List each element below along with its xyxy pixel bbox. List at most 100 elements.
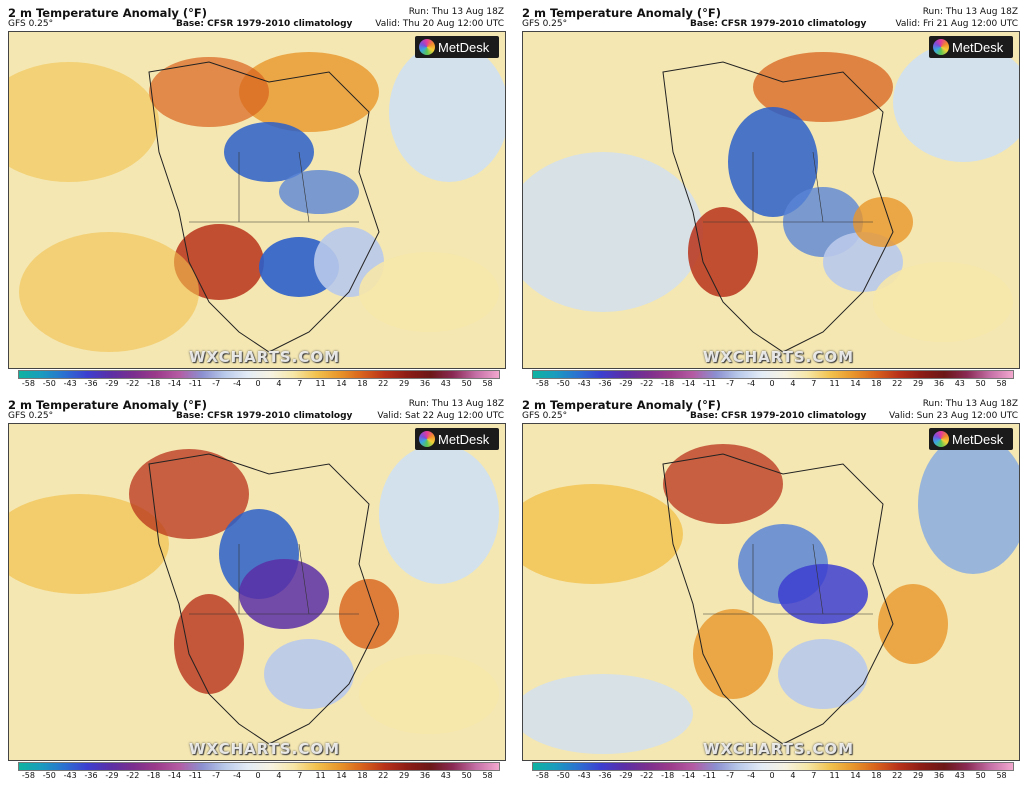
colorbar-tick-label: -18 bbox=[147, 379, 161, 388]
colorbar-tick-label: -4 bbox=[747, 379, 756, 388]
colorbar-ticks: -58 -50 -43 -36 -29 -22 -18 -14 -11 -7 -4 0 4 7 11 14 18… bbox=[532, 771, 1012, 781]
watermark: WXCHARTS.COM bbox=[189, 348, 341, 366]
colorbar-tick-label: 58 bbox=[996, 771, 1007, 780]
map-graphic bbox=[523, 424, 1019, 760]
colorbar-tick-label: -22 bbox=[126, 379, 140, 388]
run-label: Run: Thu 13 Aug 18Z bbox=[922, 399, 1018, 409]
colorbar-tick-label: 29 bbox=[398, 771, 410, 780]
colorbar-tick-label: 7 bbox=[811, 379, 817, 388]
colorbar-tick-label: -29 bbox=[619, 771, 633, 780]
watermark: WXCHARTS.COM bbox=[189, 740, 341, 758]
base-label: Base: CFSR 1979-2010 climatology bbox=[176, 411, 353, 421]
colorbar-tick-label: 18 bbox=[357, 771, 368, 780]
colorbar-tick-label: -11 bbox=[188, 379, 202, 388]
colorbar-tick-label: 18 bbox=[871, 771, 882, 780]
metdesk-logo: MetDesk bbox=[929, 36, 1013, 58]
colorbar-tick-label: 4 bbox=[276, 771, 282, 780]
valid-label: Valid: Thu 20 Aug 12:00 UTC bbox=[375, 19, 504, 29]
colorbar-tick-label: 11 bbox=[315, 771, 326, 780]
anomaly-map: MetDesk WXCHARTS.COM bbox=[8, 31, 506, 369]
colorbar-tick-label: -29 bbox=[105, 379, 119, 388]
colorbar-tick-label: -58 bbox=[21, 771, 35, 780]
model-label: GFS 0.25° bbox=[8, 411, 54, 421]
map-panel-4: 2 m Temperature Anomaly (°F) GFS 0.25° B… bbox=[518, 396, 1024, 781]
colorbar-tick-label: -4 bbox=[233, 771, 242, 780]
colorbar-tick-label: 22 bbox=[892, 379, 903, 388]
colorbar-tick-label: 11 bbox=[829, 379, 840, 388]
metdesk-logo-icon bbox=[419, 431, 435, 447]
colorbar-tick-label: 22 bbox=[378, 379, 389, 388]
colorbar-tick-label: 7 bbox=[297, 771, 303, 780]
metdesk-logo-icon bbox=[933, 431, 949, 447]
colorbar-tick-label: -11 bbox=[702, 771, 716, 780]
colorbar-tick-label: -14 bbox=[167, 379, 182, 388]
colorbar-tick-label: 43 bbox=[440, 379, 451, 388]
colorbar-tick-label: -36 bbox=[84, 771, 98, 780]
valid-label: Valid: Fri 21 Aug 12:00 UTC bbox=[895, 19, 1018, 29]
base-label: Base: CFSR 1979-2010 climatology bbox=[690, 19, 867, 29]
panel-title: 2 m Temperature Anomaly (°F) bbox=[8, 398, 208, 412]
colorbar-tick-label: 58 bbox=[482, 379, 493, 388]
colorbar-tick-label: -11 bbox=[702, 379, 716, 388]
colorbar-tick-label: 29 bbox=[912, 771, 924, 780]
colorbar-tick-label: 14 bbox=[850, 771, 861, 780]
colorbar-tick-label: 50 bbox=[461, 771, 472, 780]
colorbar-tick-label: 43 bbox=[954, 379, 965, 388]
colorbar-tick-label: 36 bbox=[933, 379, 945, 388]
map-graphic bbox=[523, 32, 1019, 368]
colorbar-tick-label: -18 bbox=[661, 771, 675, 780]
colorbar bbox=[18, 762, 500, 771]
colorbar-tick-label: -29 bbox=[105, 771, 119, 780]
base-label: Base: CFSR 1979-2010 climatology bbox=[176, 19, 353, 29]
map-panel-2: 2 m Temperature Anomaly (°F) GFS 0.25° B… bbox=[518, 4, 1024, 389]
colorbar-tick-label: -50 bbox=[556, 771, 570, 780]
colorbar-tick-label: -36 bbox=[84, 379, 98, 388]
metdesk-logo: MetDesk bbox=[415, 36, 499, 58]
colorbar-tick-label: 18 bbox=[871, 379, 882, 388]
colorbar-tick-label: 29 bbox=[398, 379, 410, 388]
metdesk-logo-icon bbox=[419, 39, 435, 55]
colorbar-tick-label: -7 bbox=[726, 379, 735, 388]
base-label: Base: CFSR 1979-2010 climatology bbox=[690, 411, 867, 421]
valid-label: Valid: Sun 23 Aug 12:00 UTC bbox=[889, 411, 1018, 421]
colorbar-tick-label: -22 bbox=[640, 379, 654, 388]
colorbar-tick-label: 11 bbox=[315, 379, 326, 388]
colorbar-tick-label: 29 bbox=[912, 379, 924, 388]
colorbar-tick-label: -29 bbox=[619, 379, 633, 388]
colorbar-tick-label: 14 bbox=[850, 379, 861, 388]
colorbar-tick-label: 43 bbox=[954, 771, 965, 780]
map-graphic bbox=[9, 32, 505, 368]
colorbar-tick-label: 50 bbox=[975, 379, 986, 388]
colorbar-tick-label: 7 bbox=[297, 379, 303, 388]
map-graphic bbox=[9, 424, 505, 760]
colorbar-tick-label: 0 bbox=[769, 771, 775, 780]
run-label: Run: Thu 13 Aug 18Z bbox=[408, 7, 504, 17]
colorbar-tick-label: 58 bbox=[482, 771, 493, 780]
colorbar-tick-label: 4 bbox=[276, 379, 282, 388]
colorbar-ticks: -58 -50 -43 -36 -29 -22 -18 -14 -11 -7 -4 0 4 7 11 14 18… bbox=[532, 379, 1012, 389]
colorbar-tick-label: -58 bbox=[21, 379, 35, 388]
colorbar-tick-label: 0 bbox=[769, 379, 775, 388]
colorbar-tick-label: 36 bbox=[419, 379, 431, 388]
panel-title: 2 m Temperature Anomaly (°F) bbox=[8, 6, 208, 20]
colorbar-tick-label: -14 bbox=[681, 379, 696, 388]
colorbar bbox=[532, 762, 1014, 771]
colorbar-tick-label: 4 bbox=[790, 379, 796, 388]
colorbar-tick-label: -4 bbox=[747, 771, 756, 780]
colorbar-tick-label: 0 bbox=[255, 379, 261, 388]
colorbar-tick-label: -43 bbox=[63, 379, 77, 388]
colorbar-tick-label: 11 bbox=[829, 771, 840, 780]
metdesk-logo: MetDesk bbox=[929, 428, 1013, 450]
colorbar-tick-label: -50 bbox=[42, 771, 56, 780]
colorbar-tick-label: 0 bbox=[255, 771, 261, 780]
colorbar-tick-label: 14 bbox=[336, 379, 347, 388]
colorbar-tick-label: -43 bbox=[577, 771, 591, 780]
watermark: WXCHARTS.COM bbox=[703, 348, 855, 366]
colorbar-tick-label: -43 bbox=[63, 771, 77, 780]
colorbar-tick-label: 4 bbox=[790, 771, 796, 780]
colorbar-ticks: -58 -50 -43 -36 -29 -22 -18 -14 -11 -7 -4 0 4 7 11 14 18… bbox=[18, 771, 498, 781]
panel-title: 2 m Temperature Anomaly (°F) bbox=[522, 398, 722, 412]
colorbar-tick-label: -11 bbox=[188, 771, 202, 780]
colorbar-tick-label: 43 bbox=[440, 771, 451, 780]
anomaly-map: MetDesk WXCHARTS.COM bbox=[522, 31, 1020, 369]
